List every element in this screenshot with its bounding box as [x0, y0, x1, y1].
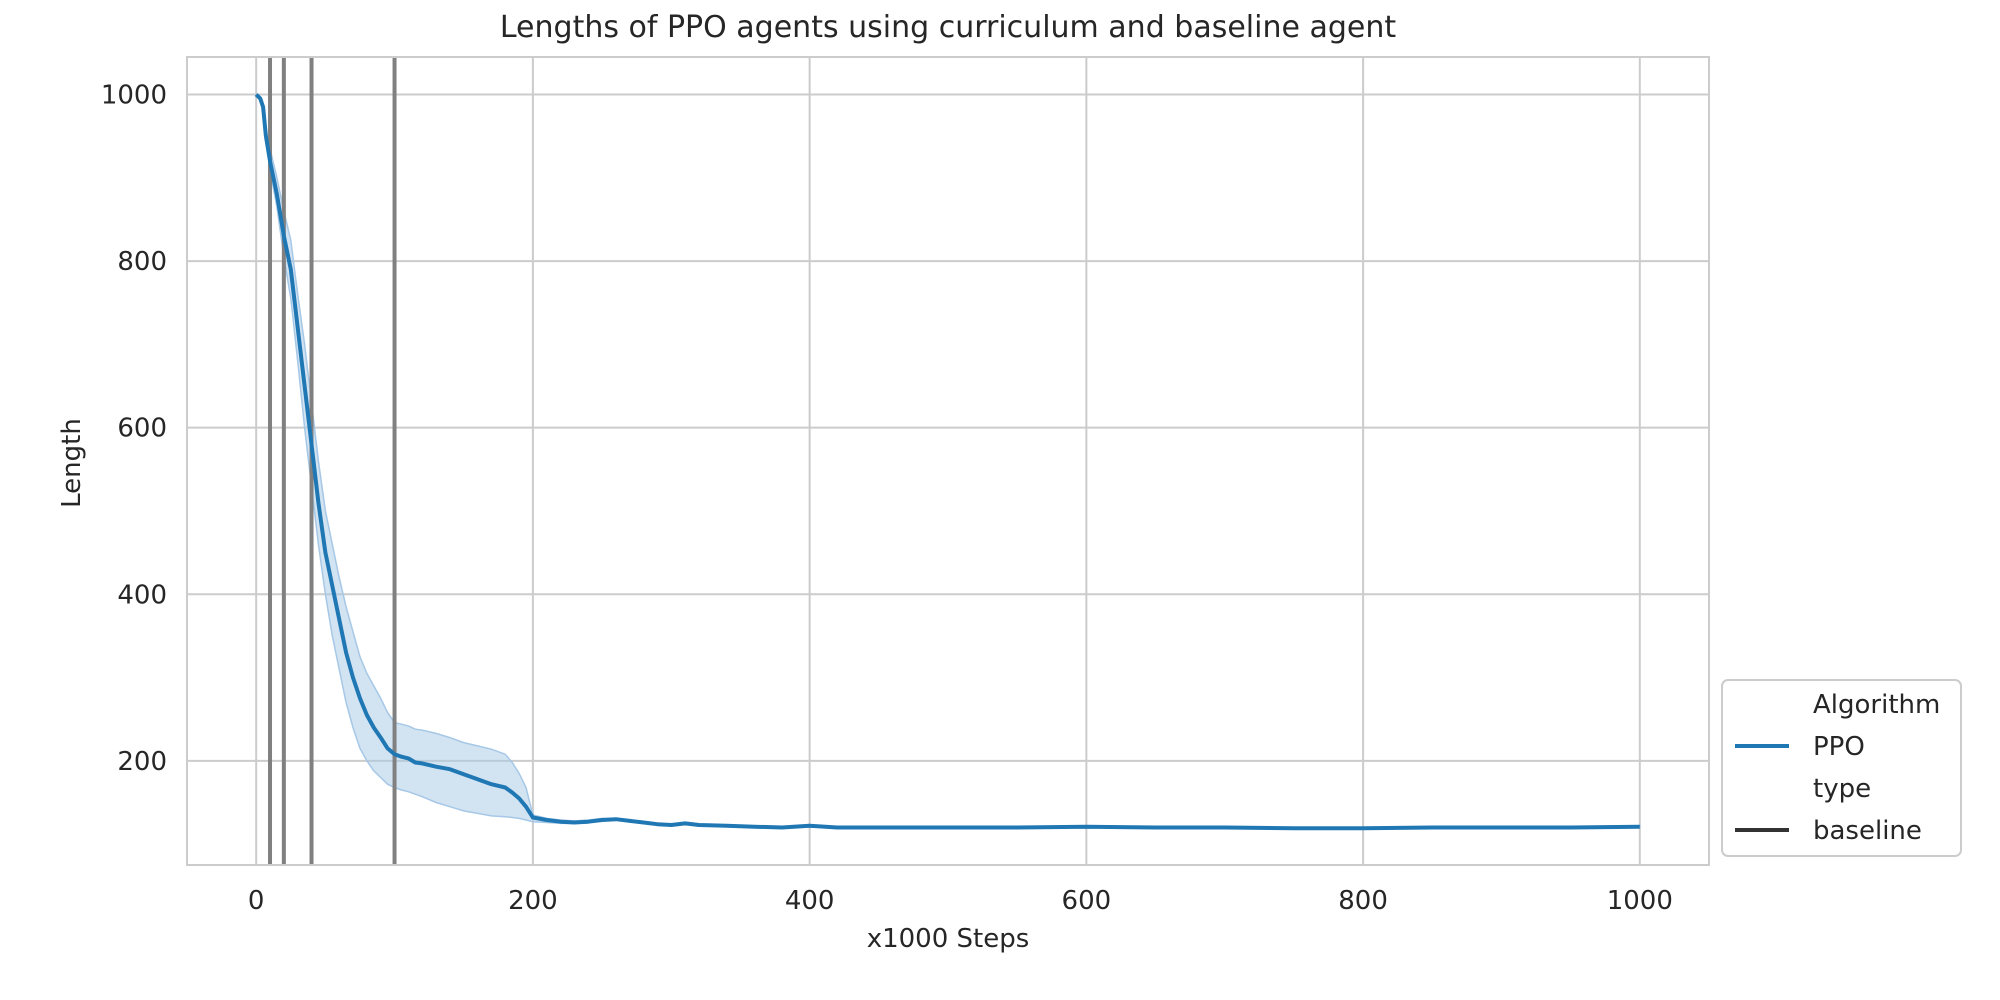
y-tick-label: 400 — [117, 580, 167, 610]
x-tick-label: 0 — [248, 886, 265, 916]
x-tick-label: 1000 — [1607, 886, 1673, 916]
x-tick-label: 200 — [508, 886, 558, 916]
legend-label-baseline: baseline — [1813, 816, 1922, 846]
y-tick-label: 200 — [117, 747, 167, 777]
y-tick-label: 1000 — [101, 80, 167, 110]
y-tick-label: 600 — [117, 414, 167, 444]
series-lines — [254, 93, 1640, 831]
grid — [187, 57, 1709, 865]
y-tick-label: 800 — [117, 247, 167, 277]
x-tick-labels: 0 200 400 600 800 1000 — [248, 886, 1673, 916]
legend-header-algorithm: Algorithm — [1813, 690, 1940, 720]
y-tick-labels: 200 400 600 800 1000 — [101, 80, 167, 776]
legend-label-ppo: PPO — [1813, 732, 1865, 762]
x-tick-label: 600 — [1062, 886, 1112, 916]
y-axis-label: Length — [57, 418, 87, 508]
x-tick-label: 800 — [1338, 886, 1388, 916]
legend: Algorithm PPO type baseline — [1721, 679, 1962, 857]
legend-header-type: type — [1813, 774, 1871, 804]
plot-frame — [186, 56, 1710, 866]
series-line-ppo — [254, 93, 1640, 831]
x-tick-label: 400 — [785, 886, 835, 916]
legend-box — [1721, 679, 1962, 857]
x-axis-label: x1000 Steps — [867, 924, 1030, 954]
plot-background — [187, 57, 1709, 865]
chart-title: Lengths of PPO agents using curriculum a… — [500, 10, 1396, 45]
